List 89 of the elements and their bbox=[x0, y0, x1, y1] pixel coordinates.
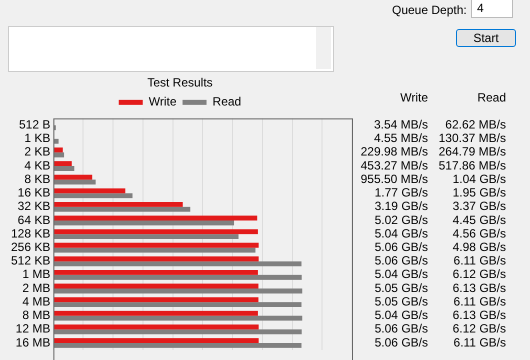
text: 5.04 GB/s bbox=[374, 267, 428, 282]
y-tick-label: 2 MB bbox=[22, 280, 50, 295]
text: Queue Depth: bbox=[392, 3, 467, 17]
bar bbox=[54, 261, 302, 266]
text: 5.06 GB/s bbox=[374, 335, 428, 350]
text: 4.56 GB/s bbox=[452, 226, 506, 240]
bar bbox=[54, 242, 259, 248]
text: 6.12 GB/s bbox=[452, 267, 506, 282]
y-tick-label: 8 KB bbox=[24, 172, 50, 186]
bar bbox=[54, 152, 64, 158]
bar bbox=[54, 270, 258, 275]
text: 5.04 GB/s bbox=[374, 308, 428, 322]
y-tick-label: 4 MB bbox=[22, 294, 50, 308]
y-tick-label: 12 MB bbox=[16, 322, 50, 336]
y-tick-label: 512 B bbox=[19, 118, 50, 132]
text: 5.04 GB/s bbox=[374, 226, 428, 240]
text: 6.13 GB/s bbox=[452, 308, 506, 322]
text: 264.79 MB/s bbox=[438, 144, 506, 159]
text: 5.05 GB/s bbox=[374, 294, 428, 308]
bar bbox=[54, 220, 234, 226]
text: 6.12 GB/s bbox=[452, 322, 506, 336]
text: 517.86 MB/s bbox=[438, 158, 506, 172]
text: 1.95 GB/s bbox=[452, 186, 506, 200]
y-tick-label: 8 MB bbox=[22, 308, 50, 322]
legend-label: Read bbox=[212, 94, 242, 109]
bar bbox=[54, 342, 302, 348]
text: 130.37 MB/s bbox=[438, 131, 506, 146]
text: 5.02 GB/s bbox=[374, 212, 428, 227]
y-tick-label: 32 KB bbox=[18, 199, 50, 214]
text: 453.27 MB/s bbox=[360, 158, 428, 172]
bar bbox=[54, 288, 302, 294]
text: 5.06 GB/s bbox=[374, 240, 428, 254]
text: 6.13 GB/s bbox=[452, 280, 506, 295]
text: 1.77 GB/s bbox=[374, 186, 428, 200]
bar bbox=[54, 310, 258, 316]
bar bbox=[54, 206, 190, 212]
bar bbox=[54, 216, 258, 220]
y-tick-label: 16 KB bbox=[18, 186, 50, 200]
bar bbox=[54, 229, 258, 234]
y-tick-label: 1 MB bbox=[22, 267, 50, 282]
bar bbox=[54, 284, 258, 289]
bar bbox=[54, 338, 259, 343]
bar bbox=[54, 329, 302, 334]
text: 4 bbox=[471, 0, 513, 18]
text: 1.04 GB/s bbox=[452, 172, 506, 186]
bar bbox=[54, 180, 96, 185]
text: 3.54 MB/s bbox=[374, 118, 428, 132]
text: 62.62 MB/s bbox=[445, 118, 506, 132]
bar bbox=[54, 316, 302, 321]
text: 4.45 GB/s bbox=[452, 212, 506, 227]
bar bbox=[54, 274, 302, 280]
text: 4.55 MB/s bbox=[374, 131, 428, 146]
bar bbox=[54, 174, 92, 180]
text: 5.05 GB/s bbox=[374, 280, 428, 295]
bar bbox=[54, 297, 258, 302]
text: 5.06 GB/s bbox=[374, 322, 428, 336]
y-tick-label: 4 KB bbox=[24, 158, 50, 172]
text: 4.98 GB/s bbox=[452, 240, 506, 254]
text: 3.37 GB/s bbox=[452, 199, 506, 214]
bar bbox=[54, 302, 302, 308]
y-tick-label: 256 KB bbox=[10, 240, 50, 254]
bar bbox=[54, 202, 183, 207]
text: 3.19 GB/s bbox=[374, 199, 428, 214]
y-tick-label: 64 KB bbox=[18, 212, 50, 227]
y-tick-label: 128 KB bbox=[10, 226, 50, 240]
y-tick-label: 512 KB bbox=[10, 254, 50, 268]
text: Start bbox=[456, 29, 516, 47]
text: 6.11 GB/s bbox=[454, 294, 506, 308]
bar bbox=[54, 324, 259, 330]
chart-title: Test Results bbox=[147, 76, 213, 90]
bar bbox=[54, 161, 72, 166]
legend-label: Write bbox=[148, 94, 177, 109]
bar bbox=[54, 148, 63, 152]
y-tick-label: 2 KB bbox=[24, 144, 50, 159]
bar bbox=[54, 166, 74, 171]
bar bbox=[54, 256, 259, 262]
text: Read bbox=[477, 90, 506, 104]
text: Write bbox=[400, 90, 428, 104]
bar bbox=[54, 234, 239, 239]
bar bbox=[54, 188, 126, 194]
bar bbox=[54, 248, 256, 253]
text: 6.11 GB/s bbox=[454, 335, 506, 350]
y-tick-label: 16 MB bbox=[16, 335, 50, 350]
text: 6.11 GB/s bbox=[454, 254, 506, 268]
text: 5.06 GB/s bbox=[374, 254, 428, 268]
text: 955.50 MB/s bbox=[360, 172, 428, 186]
text: 229.98 MB/s bbox=[360, 144, 428, 159]
bar bbox=[54, 193, 132, 198]
y-tick-label: 1 KB bbox=[24, 131, 50, 146]
